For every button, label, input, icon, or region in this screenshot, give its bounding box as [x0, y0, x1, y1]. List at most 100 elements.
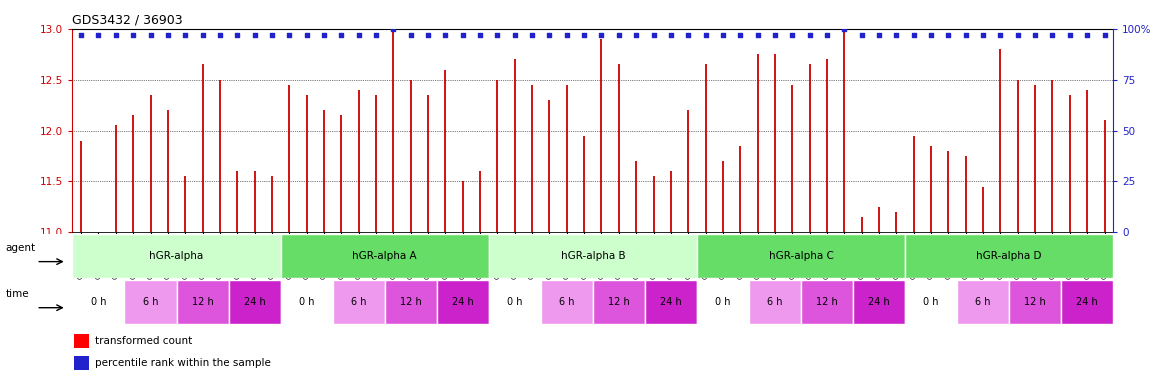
Point [453, 32, 472, 38]
Bar [957, 280, 1010, 324]
Text: 24 h: 24 h [868, 297, 890, 308]
Point [419, 32, 437, 38]
Point [159, 32, 177, 38]
Point [800, 32, 819, 38]
Point [991, 32, 1010, 38]
Point [228, 32, 246, 38]
Point [957, 32, 975, 38]
Point [470, 32, 489, 38]
Point [506, 32, 524, 38]
Point [90, 32, 108, 38]
Text: hGR-alpha: hGR-alpha [150, 251, 204, 262]
Text: hGR-alpha B: hGR-alpha B [560, 251, 626, 262]
Text: 6 h: 6 h [351, 297, 367, 308]
Point [887, 32, 905, 38]
Point [315, 32, 334, 38]
Point [210, 32, 229, 38]
Text: 12 h: 12 h [1025, 297, 1046, 308]
Text: transformed count: transformed count [94, 336, 192, 346]
Point [974, 32, 992, 38]
Bar [281, 280, 332, 324]
Point [922, 32, 941, 38]
Point [714, 32, 733, 38]
Text: hGR-alpha A: hGR-alpha A [352, 251, 417, 262]
Text: 24 h: 24 h [1076, 297, 1098, 308]
Bar [75, 356, 89, 370]
Bar [593, 280, 645, 324]
Text: 0 h: 0 h [507, 297, 522, 308]
Text: 12 h: 12 h [192, 297, 214, 308]
Bar [72, 280, 124, 324]
Point [766, 32, 784, 38]
Bar [697, 280, 749, 324]
Point [661, 32, 680, 38]
Bar [332, 280, 384, 324]
Bar [540, 280, 593, 324]
Point [384, 26, 402, 32]
Text: hGR-alpha C: hGR-alpha C [768, 251, 834, 262]
Text: 0 h: 0 h [91, 297, 106, 308]
Point [281, 32, 299, 38]
Bar [281, 234, 489, 278]
Bar [645, 280, 697, 324]
Point [575, 32, 593, 38]
Text: 6 h: 6 h [559, 297, 575, 308]
Text: 6 h: 6 h [143, 297, 159, 308]
Bar [800, 280, 853, 324]
Text: 12 h: 12 h [400, 297, 422, 308]
Point [72, 32, 91, 38]
Bar [749, 280, 800, 324]
Bar [75, 334, 89, 348]
Point [1009, 32, 1027, 38]
Point [697, 32, 715, 38]
Point [141, 32, 160, 38]
Bar [124, 280, 177, 324]
Text: 0 h: 0 h [299, 297, 314, 308]
Text: 12 h: 12 h [816, 297, 838, 308]
Point [489, 32, 507, 38]
Text: hGR-alpha D: hGR-alpha D [976, 251, 1042, 262]
Point [540, 32, 559, 38]
Point [627, 32, 645, 38]
Point [298, 32, 316, 38]
Bar [72, 234, 281, 278]
Text: 24 h: 24 h [244, 297, 266, 308]
Bar [697, 234, 905, 278]
Point [905, 32, 923, 38]
Point [124, 32, 143, 38]
Point [1060, 32, 1079, 38]
Point [852, 32, 871, 38]
Point [245, 32, 263, 38]
Point [835, 26, 853, 32]
Bar [177, 280, 229, 324]
Bar [384, 280, 437, 324]
Text: GDS3432 / 36903: GDS3432 / 36903 [72, 13, 183, 26]
Bar [853, 280, 905, 324]
Bar [437, 280, 489, 324]
Text: percentile rank within the sample: percentile rank within the sample [94, 358, 270, 368]
Text: 24 h: 24 h [452, 297, 474, 308]
Bar [905, 280, 957, 324]
Point [1026, 32, 1044, 38]
Bar [1010, 280, 1061, 324]
Point [1095, 32, 1113, 38]
Point [176, 32, 194, 38]
Text: agent: agent [6, 243, 36, 253]
Bar [489, 234, 697, 278]
Point [940, 32, 958, 38]
Point [783, 32, 802, 38]
Point [610, 32, 628, 38]
Bar [489, 280, 540, 324]
Point [350, 32, 368, 38]
Point [523, 32, 542, 38]
Text: 12 h: 12 h [608, 297, 630, 308]
Bar [229, 280, 281, 324]
Point [401, 32, 420, 38]
Text: 6 h: 6 h [767, 297, 783, 308]
Point [818, 32, 836, 38]
Point [592, 32, 611, 38]
Text: 0 h: 0 h [715, 297, 730, 308]
Point [1043, 32, 1061, 38]
Text: 24 h: 24 h [660, 297, 682, 308]
Bar [1061, 280, 1113, 324]
